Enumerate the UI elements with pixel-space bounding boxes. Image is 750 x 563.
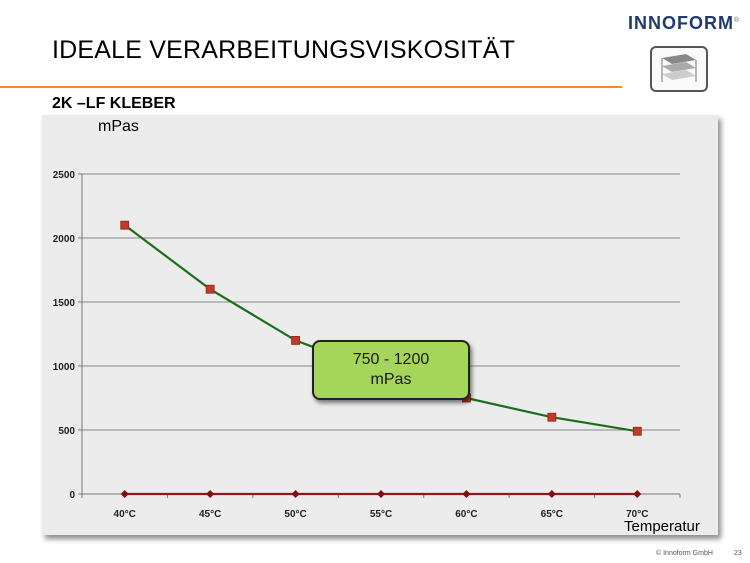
title-rule [0, 86, 622, 88]
series-line [124, 224, 638, 433]
y-tick-label: 1000 [53, 362, 76, 373]
callout-range: 750 - 1200 [352, 351, 430, 368]
company-logo: INNOFORM® [628, 13, 740, 34]
x-tick-label: 45°C [199, 509, 221, 520]
data-point [120, 490, 129, 498]
data-point [291, 490, 300, 498]
data-point [206, 490, 215, 498]
data-point [632, 426, 642, 436]
data-point [120, 220, 130, 230]
data-point [205, 284, 215, 294]
x-tick-label: 50°C [284, 509, 306, 520]
chart-background [42, 115, 718, 535]
y-axis-label: mPas [98, 118, 139, 135]
page-title: IDEALE VERARBEITUNGSVISKOSITÄT [52, 36, 516, 64]
x-tick-label: 65°C [541, 509, 563, 520]
film-layers-icon [650, 46, 708, 92]
data-point [291, 335, 300, 345]
data-point [547, 412, 557, 422]
logo-text: INNOFORM [628, 13, 734, 33]
data-point [377, 490, 385, 498]
y-tick-label: 1500 [53, 298, 76, 309]
x-axis-label: Temperatur [624, 518, 700, 535]
y-tick-label: 500 [58, 426, 75, 437]
x-tick-label: 70°C [626, 509, 648, 520]
page-number: 23 [734, 550, 742, 557]
data-point [633, 490, 642, 498]
slide-subtitle: 2K –LF KLEBER [52, 95, 176, 112]
viscosity-range-callout: 750 - 1200 mPas [312, 340, 470, 400]
y-tick-label: 2000 [53, 234, 76, 245]
x-tick-label: 60°C [455, 509, 477, 520]
copyright-footer: © Innoform GmbH [656, 550, 713, 557]
y-tick-label: 0 [69, 490, 75, 501]
y-tick-label: 2500 [53, 170, 76, 181]
x-tick-label: 55°C [370, 509, 392, 520]
x-tick-label: 40°C [114, 509, 136, 520]
data-point [547, 490, 556, 498]
logo-registered-mark: ® [734, 17, 741, 24]
callout-unit: mPas [370, 371, 412, 388]
data-point [462, 490, 471, 498]
